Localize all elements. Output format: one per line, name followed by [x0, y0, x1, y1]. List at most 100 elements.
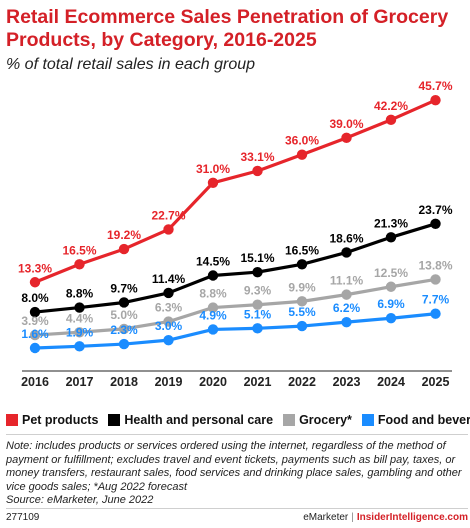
x-tick-label: 2020 — [199, 375, 227, 389]
source-text: Source: eMarketer, June 2022 — [6, 494, 154, 506]
data-label-pet-products: 22.7% — [151, 208, 185, 222]
data-point-pet-products — [296, 149, 308, 160]
data-point-health-and-personal-care — [118, 297, 130, 308]
legend-swatch-grocery — [283, 414, 296, 426]
data-label-grocery: 9.9% — [288, 280, 316, 294]
data-label-food-and-beverage: 5.5% — [288, 305, 316, 319]
data-label-food-and-beverage: 6.9% — [377, 297, 405, 311]
data-label-health-and-personal-care: 18.6% — [329, 231, 363, 245]
data-label-health-and-personal-care: 16.5% — [285, 243, 319, 257]
legend-swatch-health-personal-care — [108, 414, 121, 426]
legend-label: Pet products — [22, 413, 99, 427]
data-label-pet-products: 33.1% — [240, 150, 274, 164]
brand-emarketer: eMarketer — [303, 512, 349, 523]
data-point-pet-products — [29, 277, 41, 288]
data-point-pet-products — [430, 94, 441, 106]
data-label-pet-products: 31.0% — [196, 162, 230, 176]
data-label-food-and-beverage: 3.0% — [155, 319, 183, 333]
figure-id: 277109 — [6, 512, 40, 523]
data-label-pet-products: 36.0% — [285, 134, 319, 148]
x-tick-label: 2022 — [288, 375, 316, 389]
data-point-health-and-personal-care — [163, 287, 174, 299]
data-point-food-and-beverage — [74, 341, 85, 352]
data-point-food-and-beverage — [341, 316, 352, 328]
data-point-grocery — [163, 316, 174, 327]
chart-title: Retail Ecommerce Sales Penetration of Gr… — [6, 6, 449, 51]
data-label-grocery: 3.9% — [21, 314, 49, 328]
series-line-health-and-personal-care — [34, 222, 436, 314]
data-point-food-and-beverage — [385, 313, 397, 324]
data-point-food-and-beverage — [252, 323, 263, 334]
x-tick-label: 2024 — [377, 375, 405, 389]
data-label-grocery: 11.1% — [330, 274, 364, 288]
brand-separator: | — [351, 512, 354, 523]
data-label-pet-products: 45.7% — [418, 80, 452, 93]
footnote: Note: includes products or services orde… — [6, 440, 468, 508]
divider — [6, 434, 468, 435]
data-label-food-and-beverage: 4.9% — [199, 308, 227, 322]
data-point-health-and-personal-care — [252, 266, 263, 278]
data-label-health-and-personal-care: 8.8% — [66, 287, 94, 301]
data-label-food-and-beverage: 1.9% — [66, 325, 94, 339]
brand-credit: eMarketer | InsiderIntelligence.com — [303, 512, 468, 523]
data-label-pet-products: 16.5% — [62, 243, 96, 257]
divider — [6, 508, 468, 509]
data-label-grocery: 13.8% — [418, 258, 452, 272]
data-label-grocery: 4.4% — [66, 311, 94, 325]
data-point-pet-products — [74, 259, 85, 270]
x-tick-label: 2016 — [21, 375, 49, 389]
data-label-health-and-personal-care: 14.5% — [196, 255, 230, 269]
data-label-grocery: 6.3% — [155, 301, 183, 315]
data-label-health-and-personal-care: 9.7% — [110, 281, 138, 295]
x-tick-label: 2023 — [333, 375, 361, 389]
legend-item-grocery: Grocery* — [283, 413, 352, 427]
note-text: Note: includes products or services orde… — [6, 440, 462, 493]
legend-label: Grocery* — [299, 413, 352, 427]
data-point-pet-products — [252, 165, 263, 177]
data-point-grocery — [341, 289, 352, 300]
legend-label: Food and beverage — [377, 413, 470, 427]
data-label-grocery: 8.8% — [199, 287, 227, 301]
data-point-health-and-personal-care — [74, 302, 85, 313]
data-label-food-and-beverage: 2.3% — [110, 323, 138, 337]
data-point-pet-products — [341, 132, 352, 144]
x-tick-label: 2018 — [110, 375, 138, 389]
data-label-pet-products: 19.2% — [107, 228, 141, 242]
data-point-pet-products — [163, 224, 174, 235]
data-point-health-and-personal-care — [207, 270, 219, 281]
data-point-grocery — [74, 327, 85, 338]
data-point-grocery — [29, 329, 41, 341]
x-tick-label: 2017 — [66, 375, 94, 389]
data-point-grocery — [207, 302, 219, 313]
brand-insider-intelligence[interactable]: InsiderIntelligence.com — [356, 512, 468, 523]
data-label-grocery: 9.3% — [244, 284, 272, 298]
data-point-health-and-personal-care — [430, 218, 441, 230]
data-point-food-and-beverage — [118, 338, 130, 350]
data-point-grocery — [385, 281, 397, 292]
data-label-grocery: 5.0% — [110, 308, 138, 322]
data-label-health-and-personal-care: 15.1% — [240, 251, 274, 265]
data-point-food-and-beverage — [29, 342, 41, 354]
data-label-health-and-personal-care: 21.3% — [374, 216, 408, 230]
data-point-pet-products — [118, 243, 130, 255]
data-label-health-and-personal-care: 23.7% — [418, 203, 452, 217]
data-label-food-and-beverage: 6.2% — [333, 301, 361, 315]
data-point-food-and-beverage — [207, 324, 219, 335]
series-line-grocery — [34, 277, 436, 337]
data-point-food-and-beverage — [163, 334, 174, 346]
data-label-food-and-beverage: 1.6% — [21, 327, 49, 341]
data-point-pet-products — [207, 177, 219, 188]
data-point-grocery — [296, 296, 308, 307]
line-chart: 2016 2017 2018 2019 2020 2021 2022 2023 2024 2025… — [18, 80, 453, 389]
data-label-food-and-beverage: 7.7% — [422, 293, 450, 307]
data-label-grocery: 12.5% — [374, 266, 408, 280]
data-point-health-and-personal-care — [29, 306, 41, 318]
series-line-food-and-beverage — [34, 312, 436, 350]
legend-item-pet-products: Pet products — [6, 413, 98, 427]
data-point-pet-products — [385, 114, 397, 126]
data-point-grocery — [430, 274, 441, 285]
data-point-health-and-personal-care — [341, 247, 352, 258]
legend-swatch-pet-products — [6, 414, 18, 426]
x-tick-label: 2019 — [155, 375, 183, 389]
legend-label: Health and personal care — [124, 413, 274, 427]
